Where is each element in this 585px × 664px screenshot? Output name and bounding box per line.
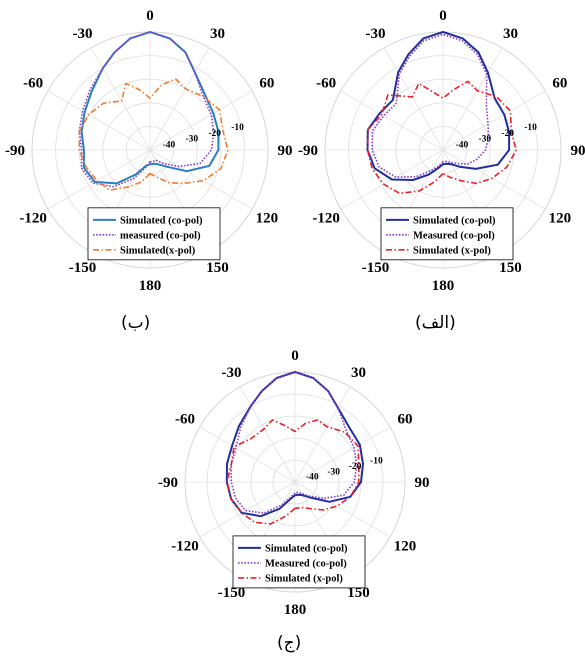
series-line-3 [78, 78, 229, 191]
radial-tick-label: -20 [208, 129, 221, 139]
radial-tick-label: -20 [501, 129, 514, 139]
angle-tick-label: -120 [171, 539, 199, 555]
grid-spoke [199, 426, 296, 483]
angle-tick-label: -150 [69, 260, 97, 276]
grid-spoke [340, 90, 444, 151]
angle-tick-label: 180 [284, 602, 307, 618]
polar-chart-alef: 0306090120150180-150-120-90-60-30-40-30-… [298, 8, 585, 294]
angle-tick-label: 60 [259, 76, 274, 92]
legend-box [87, 207, 221, 261]
angle-tick-label: 30 [351, 365, 366, 381]
grid-spoke [149, 149, 253, 210]
grid-spoke [239, 386, 296, 483]
legend: Simulated (co-pol) Measured (co-pol) Simul… [232, 535, 366, 589]
legend-entry: Simulated(x-pol) [120, 245, 196, 256]
grid-spoke [442, 47, 503, 151]
polar-plot-alef: 0 30 60 90 120 150 180 -150 -120 -90 -60 -30 -40 -30-… [295, 0, 585, 340]
radial-tick-label: -40 [306, 473, 319, 483]
series-line-2 [230, 371, 358, 514]
angle-tick-label: -90 [5, 143, 25, 159]
grid-spoke [383, 47, 444, 151]
series-line-1 [80, 31, 220, 185]
angle-tick-label: 90 [415, 475, 430, 491]
angle-tick-label: 120 [549, 211, 572, 227]
grid-spoke [294, 386, 351, 483]
radial-tick-label: -10 [370, 457, 383, 467]
angle-tick-label: 150 [206, 260, 229, 276]
grid-spoke [199, 481, 296, 538]
grid-spoke [149, 90, 253, 151]
angle-tick-label: 0 [439, 8, 447, 24]
caption-b: (ب) [121, 313, 151, 333]
angle-tick-label: 30 [210, 26, 225, 42]
radial-tick-label: -10 [231, 123, 244, 133]
angle-tick-label: -60 [316, 76, 336, 92]
radial-tick-label: -40 [456, 140, 469, 150]
caption-jim: (ج) [277, 633, 302, 653]
angle-tick-label: -60 [23, 76, 43, 92]
series-line-2 [78, 31, 215, 188]
radial-tick-label: -10 [524, 123, 537, 133]
series-line-3 [366, 80, 517, 195]
angle-tick-label: -90 [158, 475, 178, 491]
radial-tick-label: -40 [163, 140, 176, 150]
legend-box [232, 535, 366, 589]
legend-entry: Simulated (co-pol) [265, 543, 348, 554]
angle-tick-label: 120 [256, 211, 279, 227]
legend-entry: Simulated (co-pol) [120, 215, 203, 226]
radial-tick-label: -30 [327, 467, 340, 477]
angle-tick-label: 0 [146, 8, 154, 24]
grid-spoke [90, 47, 151, 151]
angle-tick-label: 90 [278, 143, 293, 159]
grid-spoke [47, 149, 151, 210]
legend-entry: Simulated (x-pol) [413, 245, 491, 256]
angle-tick-label: -60 [175, 412, 195, 428]
angle-tick-label: 0 [291, 348, 299, 364]
angle-tick-label: -120 [312, 211, 340, 227]
angle-tick-label: 150 [347, 585, 370, 601]
legend-entry: Measured (co-pol) [413, 230, 495, 241]
angle-tick-label: 60 [397, 412, 412, 428]
radial-tick-label: -20 [349, 462, 362, 472]
polar-plot-jim: 0 30 60 90 120 150 180 -150 -120 -90 -60 -30 -40 -30-… [150, 345, 440, 664]
series-line-3 [226, 419, 360, 525]
grid-spoke [294, 426, 391, 483]
angle-tick-label: 180 [432, 278, 455, 294]
angle-tick-label: -150 [362, 260, 390, 276]
radial-tick-label: -30 [185, 135, 198, 145]
polar-chart-b: 0306090120150180-150-120-90-60-30-40-30-… [5, 8, 293, 294]
angle-tick-label: 120 [394, 539, 417, 555]
angle-tick-label: -150 [218, 585, 246, 601]
series-line-2 [371, 33, 490, 178]
caption-alef: (الف) [415, 313, 456, 333]
angle-tick-label: -30 [366, 26, 386, 42]
angle-tick-label: -120 [19, 211, 47, 227]
angle-tick-label: -90 [298, 143, 318, 159]
angle-tick-label: 30 [503, 26, 518, 42]
legend: Simulated (co-pol) Measured (co-pol) Simul… [380, 207, 514, 261]
angle-tick-label: 150 [499, 260, 522, 276]
grid-spoke [294, 481, 391, 538]
polar-chart-jim: 0306090120150180-150-120-90-60-30-40-30-… [158, 348, 430, 618]
polar-plot-b: 0 30 60 90 120 150 180 -150 -120 -90 -60 -30 -40 -30-… [0, 0, 295, 340]
angle-tick-label: 90 [571, 143, 585, 159]
angle-tick-label: -30 [222, 365, 242, 381]
legend-entry: measured (co-pol) [120, 230, 201, 241]
legend-entry: Simulated (co-pol) [413, 215, 496, 226]
legend-entry: Simulated (x-pol) [265, 573, 343, 584]
legend-box [380, 207, 514, 261]
grid-spoke [47, 90, 151, 151]
angle-tick-label: -30 [73, 26, 93, 42]
polar-grid [324, 31, 562, 269]
grid-spoke [442, 90, 546, 151]
grid-spoke [442, 149, 546, 210]
angle-tick-label: 180 [139, 278, 162, 294]
grid-spoke [149, 47, 210, 151]
angle-tick-label: 60 [552, 76, 567, 92]
radial-tick-label: -30 [478, 135, 491, 145]
series-line-1 [366, 31, 511, 181]
legend-entry: Measured (co-pol) [265, 558, 347, 569]
legend: Simulated (co-pol) measured (co-pol) Simul… [87, 207, 221, 261]
